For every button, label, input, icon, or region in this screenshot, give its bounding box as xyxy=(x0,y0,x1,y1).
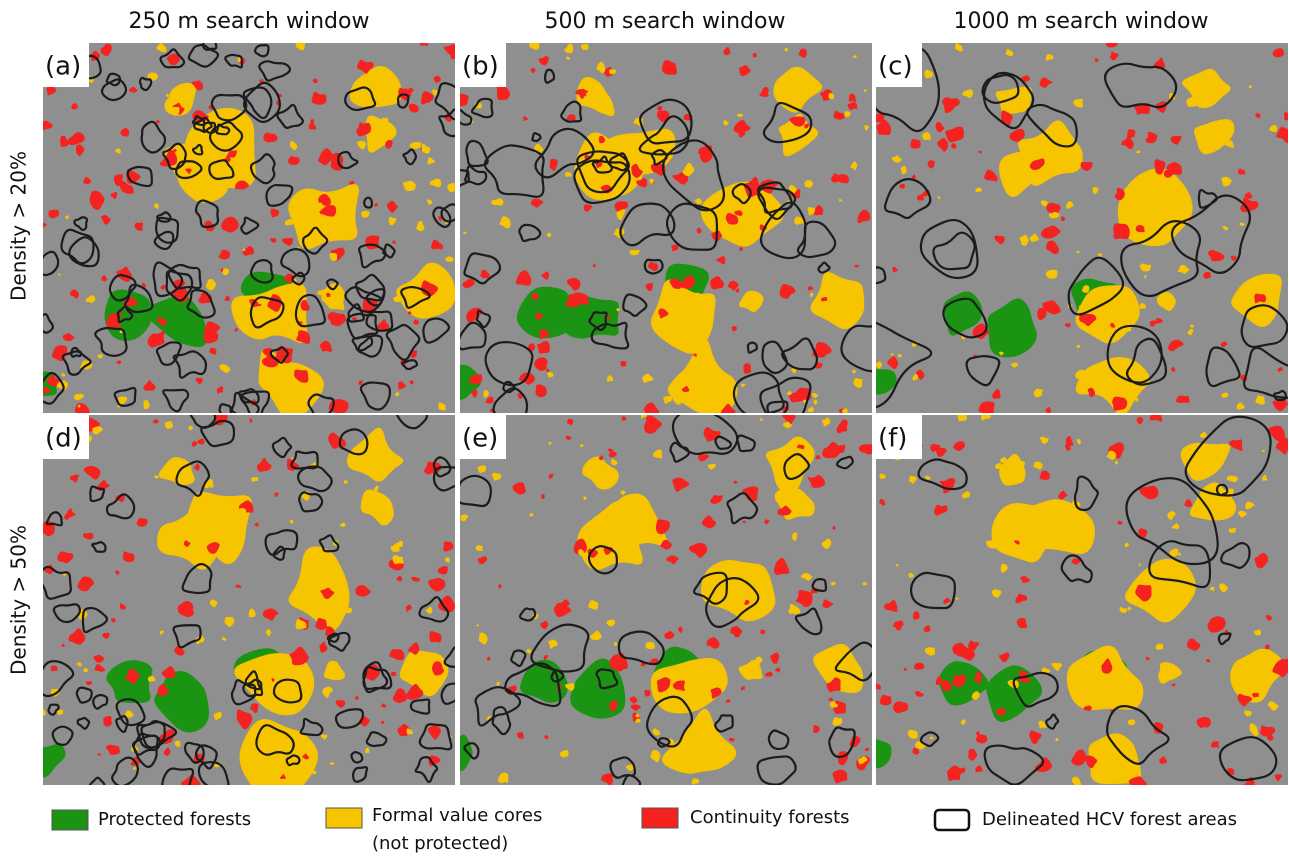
legend-swatch xyxy=(326,808,362,828)
map-patch xyxy=(760,629,765,634)
legend-swatch xyxy=(642,808,678,828)
map-panel xyxy=(442,40,891,429)
map-panel xyxy=(437,409,876,792)
panel-label: (e) xyxy=(462,424,498,454)
panels: (a) (b) (c) (d) (e) (f) xyxy=(25,38,1289,800)
map-patch xyxy=(288,156,300,165)
map-patch xyxy=(391,672,396,676)
figure: 250 m search window 500 m search window … xyxy=(0,0,1289,861)
map-patch xyxy=(828,93,834,99)
panel-label: (b) xyxy=(462,52,499,82)
map-patch xyxy=(420,41,425,46)
column-title: 1000 m search window xyxy=(954,9,1209,34)
map-patch xyxy=(957,412,967,421)
map-background xyxy=(43,415,455,785)
column-title: 500 m search window xyxy=(545,9,786,34)
panel-label: (d) xyxy=(45,424,82,454)
legend-label: Formal value cores xyxy=(372,805,542,826)
legend-swatch xyxy=(52,810,88,830)
map-patch xyxy=(288,184,359,249)
map-panel xyxy=(856,409,1289,794)
map-patch xyxy=(996,708,1005,715)
legend-label: Delineated HCV forest areas xyxy=(982,809,1237,830)
map-patch xyxy=(547,372,553,377)
panel-label: (f) xyxy=(878,424,907,454)
legend-label: Protected forests xyxy=(98,809,251,830)
map-patch xyxy=(644,690,650,696)
map-panel xyxy=(25,40,468,421)
row-label: Density > 50% xyxy=(7,525,31,675)
map-patch xyxy=(1252,693,1259,697)
map-panel xyxy=(25,402,467,799)
legend-swatch xyxy=(935,810,969,830)
map-patch xyxy=(251,477,258,482)
legend-label: Continuity forests xyxy=(690,807,850,828)
map-patch xyxy=(51,665,58,671)
map-patch xyxy=(41,387,50,394)
map-patch xyxy=(1284,112,1289,120)
column-title: 250 m search window xyxy=(129,9,370,34)
map-panel xyxy=(824,38,1289,418)
map-patch xyxy=(910,139,920,149)
legend: Protected forests Formal value cores (no… xyxy=(52,805,1237,854)
row-label: Density > 20% xyxy=(7,151,31,301)
map-patch xyxy=(743,363,751,374)
legend-label: (not protected) xyxy=(372,833,508,854)
map-patch xyxy=(1203,272,1211,279)
map-patch xyxy=(862,582,866,585)
map-patch xyxy=(645,642,654,649)
panel-label: (a) xyxy=(45,52,81,82)
map-patch xyxy=(901,166,907,174)
map-patch xyxy=(103,716,112,727)
map-patch xyxy=(1113,223,1129,239)
panel-label: (c) xyxy=(878,52,913,82)
map-background xyxy=(876,415,1288,785)
